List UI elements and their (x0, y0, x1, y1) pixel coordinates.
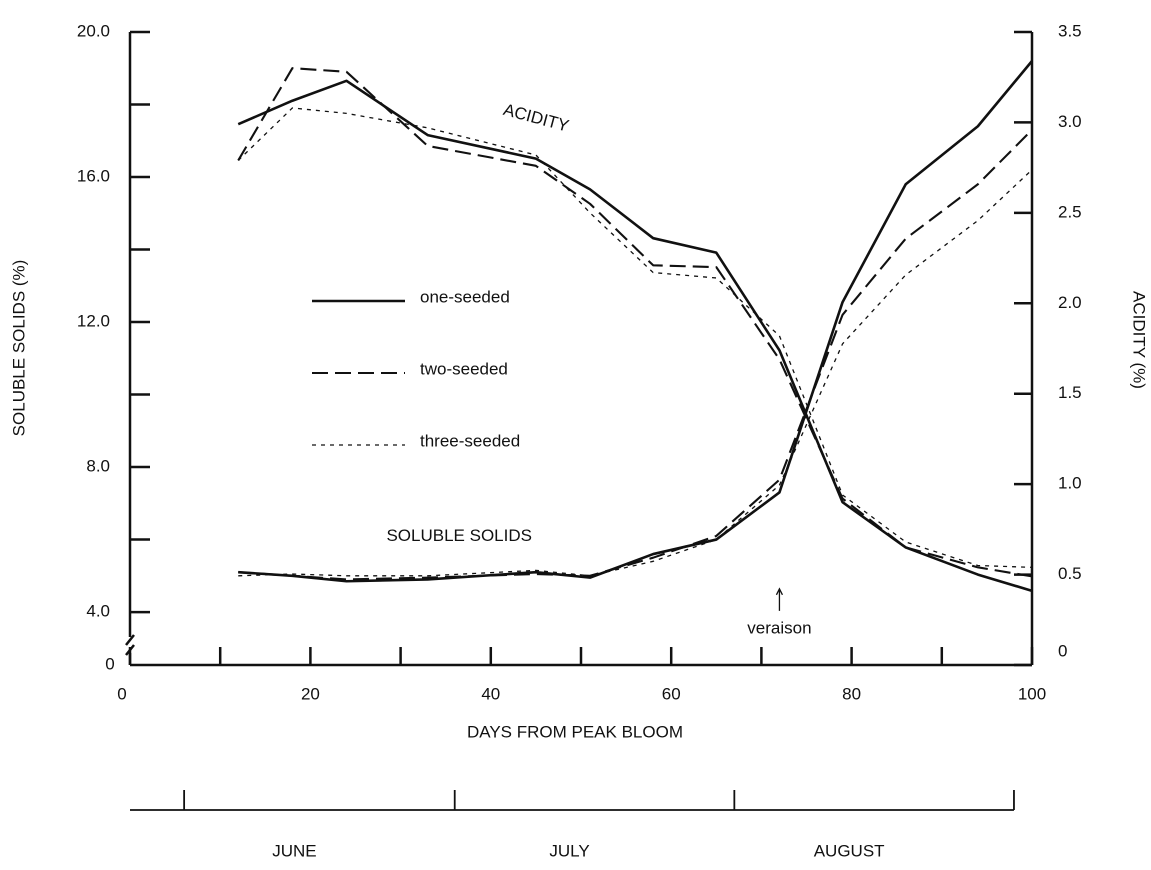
y2-axis-label: ACIDITY (%) (1130, 291, 1149, 389)
y-break-label: 0 (105, 654, 114, 673)
x-tick-label: 60 (662, 684, 681, 703)
annotation-arrow (775, 587, 784, 611)
y-axis-label: SOLUBLE SOLIDS (%) (9, 260, 28, 437)
y2-tick-label: 2.5 (1058, 202, 1082, 221)
y-tick-label: 8.0 (86, 457, 110, 476)
acidity-line (237, 67, 1033, 578)
legend-label: two-seeded (420, 359, 508, 378)
soluble-solids-line (238, 60, 1034, 583)
month-label: JUNE (272, 841, 316, 860)
y2-tick-label: 2.0 (1058, 293, 1082, 312)
soluble-solids-line (238, 169, 1033, 577)
acidity-line (237, 79, 1033, 593)
y-tick-label: 16.0 (77, 167, 110, 186)
annotation: SOLUBLE SOLIDS (386, 526, 532, 545)
x-tick-label: 80 (842, 684, 861, 703)
legend-label: three-seeded (420, 431, 520, 450)
y-tick-label: 20.0 (77, 21, 110, 40)
legend-label: one-seeded (420, 287, 510, 306)
soluble-solids-line (238, 129, 1033, 581)
x-tick-label: 0 (117, 684, 126, 703)
y2-tick-label: 1.0 (1058, 474, 1082, 493)
month-label: AUGUST (814, 841, 885, 860)
y2-tick-label: 3.0 (1058, 112, 1082, 131)
x-axis-label: DAYS FROM PEAK BLOOM (467, 722, 683, 741)
y2-tick-label: 0.5 (1058, 564, 1082, 583)
y-tick-label: 12.0 (77, 312, 110, 331)
y2-tick-label: 0 (1058, 641, 1067, 660)
y2-tick-label: 3.5 (1058, 21, 1082, 40)
y-tick-label: 4.0 (86, 602, 110, 621)
x-tick-label: 100 (1018, 684, 1046, 703)
annotation: veraison (747, 618, 811, 637)
annotation: ACIDITY (501, 100, 571, 136)
month-label: JULY (549, 841, 589, 860)
y2-tick-label: 1.5 (1058, 383, 1082, 402)
acidity-line (237, 107, 1033, 568)
x-tick-label: 40 (481, 684, 500, 703)
x-tick-label: 20 (301, 684, 320, 703)
